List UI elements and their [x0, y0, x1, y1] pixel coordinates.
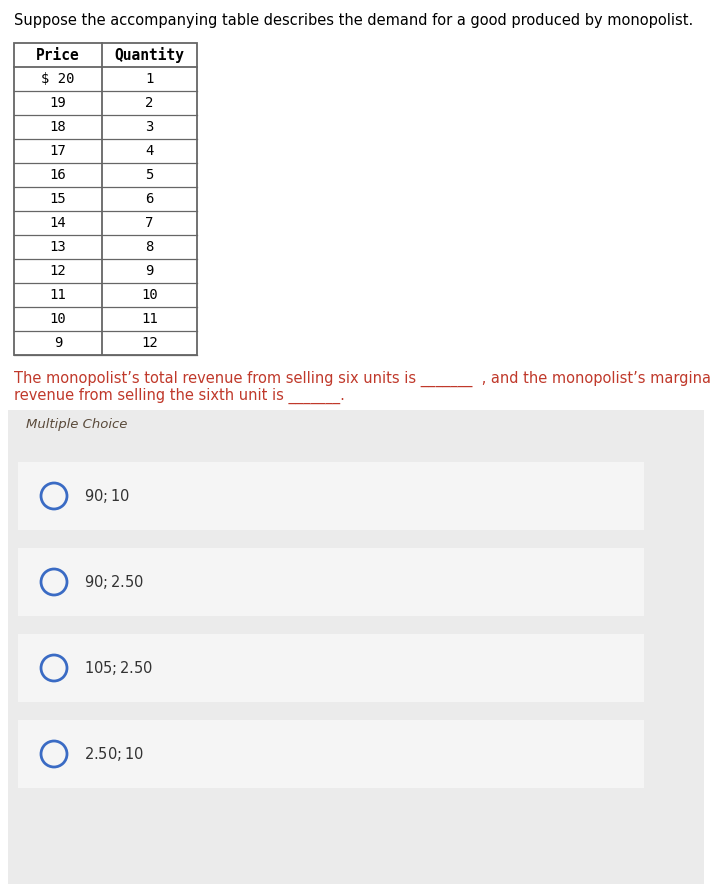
- Text: Price: Price: [36, 47, 80, 62]
- Text: 11: 11: [50, 288, 66, 302]
- Text: 15: 15: [50, 192, 66, 206]
- Text: 13: 13: [50, 240, 66, 254]
- Text: $90; $2.50: $90; $2.50: [84, 573, 144, 591]
- Bar: [18, 634, 644, 702]
- Text: Suppose the accompanying table describes the demand for a good produced by monop: Suppose the accompanying table describes…: [14, 13, 693, 28]
- Bar: [18, 462, 644, 530]
- Text: 12: 12: [50, 264, 66, 278]
- Text: 9: 9: [145, 264, 154, 278]
- Text: Quantity: Quantity: [115, 47, 184, 63]
- Text: 4: 4: [145, 144, 154, 158]
- Text: 11: 11: [141, 312, 158, 326]
- Text: 14: 14: [50, 216, 66, 230]
- Bar: [18, 548, 644, 616]
- Text: 5: 5: [145, 168, 154, 182]
- Text: $2.50; $10: $2.50; $10: [84, 745, 144, 763]
- Text: 10: 10: [50, 312, 66, 326]
- Text: 7: 7: [145, 216, 154, 230]
- Text: The monopolist’s total revenue from selling six units is _______  , and the mono: The monopolist’s total revenue from sell…: [14, 371, 712, 388]
- Text: Multiple Choice: Multiple Choice: [26, 418, 127, 431]
- Text: $105; $2.50: $105; $2.50: [84, 659, 153, 677]
- Text: 1: 1: [145, 72, 154, 86]
- Text: revenue from selling the sixth unit is _______.: revenue from selling the sixth unit is _…: [14, 388, 345, 404]
- Text: 2: 2: [145, 96, 154, 110]
- Text: 8: 8: [145, 240, 154, 254]
- Bar: [14, 43, 197, 355]
- Bar: [8, 410, 704, 884]
- Bar: [18, 720, 644, 788]
- Text: 3: 3: [145, 120, 154, 134]
- Text: 6: 6: [145, 192, 154, 206]
- Text: 17: 17: [50, 144, 66, 158]
- Text: 9: 9: [54, 336, 62, 350]
- Text: $90; $10: $90; $10: [84, 487, 130, 505]
- Text: 19: 19: [50, 96, 66, 110]
- Text: 10: 10: [141, 288, 158, 302]
- Text: $ 20: $ 20: [41, 72, 75, 86]
- Text: 12: 12: [141, 336, 158, 350]
- Text: 18: 18: [50, 120, 66, 134]
- Text: 16: 16: [50, 168, 66, 182]
